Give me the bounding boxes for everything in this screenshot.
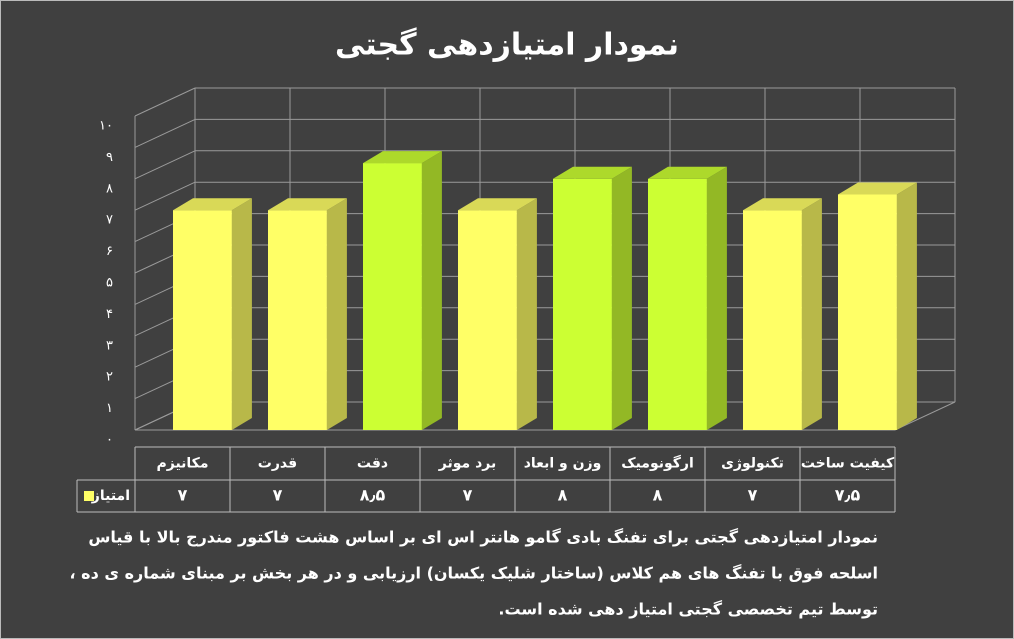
caption-line: نمودار امتیازدهی گجتی برای تفنگ بادی گام… — [88, 528, 878, 547]
value-label: ۸ — [558, 486, 568, 505]
y-tick-label: ۹ — [106, 150, 113, 165]
bar-side — [516, 198, 537, 430]
bar-top — [743, 198, 822, 211]
legend-swatch — [84, 491, 94, 501]
y-tick-label: ۷ — [106, 213, 113, 228]
y-tick-label: ۳ — [106, 338, 113, 353]
grid-line-side — [134, 150, 196, 180]
bar-side — [231, 198, 252, 430]
y-tick-label: ۴ — [106, 307, 113, 322]
caption-line: اسلحه فوق با تفنگ های هم کلاس (ساختار شل… — [70, 564, 879, 583]
bar-top — [268, 198, 347, 211]
y-tick-label: ۶ — [106, 244, 113, 259]
x-tick-label: مکانیزم — [156, 456, 208, 472]
floor — [134, 401, 956, 431]
x-tick-label: تکنولوژی — [721, 456, 784, 472]
value-label: ۷ — [178, 486, 188, 505]
bar-side — [706, 166, 727, 431]
value-label: ۷ — [748, 486, 758, 505]
bar — [553, 178, 612, 430]
bar — [173, 210, 232, 430]
bar-top — [648, 166, 727, 179]
value-label: ۸ — [653, 486, 663, 505]
y-tick-label: ۵ — [106, 276, 113, 291]
y-tick-label: ۲ — [106, 370, 113, 385]
value-label: ۷٫۵ — [835, 486, 861, 505]
bar-side — [801, 198, 822, 430]
bar-side — [421, 151, 442, 430]
bar-side — [896, 182, 917, 430]
x-tick-label: برد موثر — [438, 456, 496, 472]
y-tick-label: ۰ — [106, 433, 113, 448]
caption-line: توسط تیم تخصصی گجتی امتیاز دهی شده است. — [498, 600, 878, 619]
x-tick-label: ارگونومیک — [621, 455, 694, 472]
value-label: ۷ — [273, 486, 283, 505]
x-tick-label: کیفیت ساخت — [801, 456, 895, 472]
y-tick-label: ۸ — [106, 181, 113, 196]
bar-top — [458, 198, 537, 211]
bar-top — [838, 182, 917, 195]
x-tick-label: دقت — [357, 456, 388, 472]
value-label: ۷ — [463, 486, 473, 505]
bar — [458, 210, 517, 430]
chart-title: نمودار امتیازدهی گجتی — [335, 27, 679, 63]
bar-side — [611, 166, 632, 431]
bar — [838, 194, 897, 430]
x-tick-label: قدرت — [258, 456, 297, 472]
value-label: ۸٫۵ — [360, 486, 386, 505]
bar — [363, 163, 422, 430]
y-tick-label: ۱ — [106, 401, 113, 416]
bar — [743, 210, 802, 430]
grid-line-side — [134, 118, 196, 148]
bar — [268, 210, 327, 430]
grid-line-side — [134, 181, 196, 211]
grid-line-side — [134, 87, 196, 117]
y-tick-label: ۱۰ — [99, 119, 113, 134]
bar-side — [326, 198, 347, 430]
bar-top — [363, 151, 442, 164]
x-tick-label: وزن و ابعاد — [524, 456, 602, 472]
bar — [648, 178, 707, 430]
bar-top — [553, 166, 632, 179]
bar-top — [173, 198, 252, 211]
legend-label: امتیاز — [91, 488, 130, 504]
